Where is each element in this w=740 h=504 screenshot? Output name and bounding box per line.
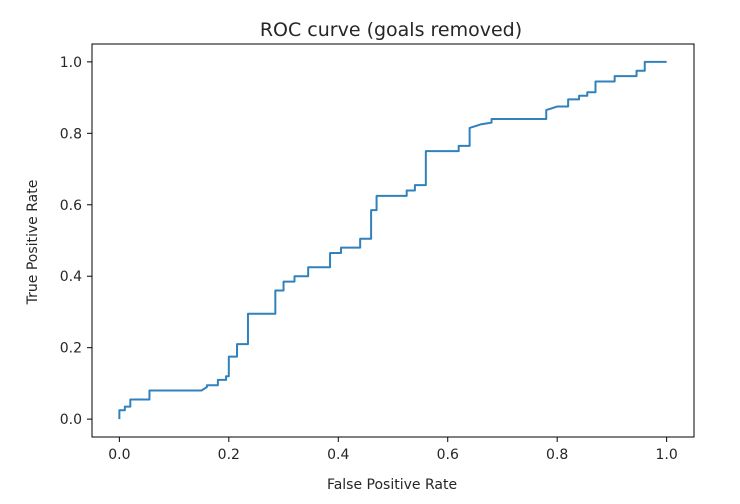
y-tick-label-5: 1.0 (60, 55, 82, 71)
y-tick-label-2: 0.4 (60, 269, 82, 285)
y-tick-label-4: 0.8 (60, 126, 82, 142)
y-tick-label-1: 0.2 (60, 341, 82, 357)
chart-title: ROC curve (goals removed) (260, 19, 522, 41)
y-tick-label-3: 0.6 (60, 198, 82, 214)
plot-frame (91, 43, 695, 438)
x-tick-label-4: 0.8 (546, 447, 568, 463)
axes-layer: 0.0 0.2 0.4 0.6 0.8 1.0 0.0 0.2 0.4 0.6 0.8 1.0 (60, 43, 695, 463)
x-tick-label-3: 0.6 (437, 447, 459, 463)
x-tick-label-5: 1.0 (656, 447, 678, 463)
y-tick-label-0: 0.0 (60, 412, 82, 428)
x-tick-label-2: 0.4 (327, 447, 349, 463)
x-tick-label-1: 0.2 (218, 447, 240, 463)
roc-line-0 (118, 60, 667, 420)
x-axis-label: False Positive Rate (327, 477, 457, 493)
x-tick-label-0: 0.0 (108, 447, 130, 463)
y-axis-label: True Positive Rate (25, 180, 41, 306)
